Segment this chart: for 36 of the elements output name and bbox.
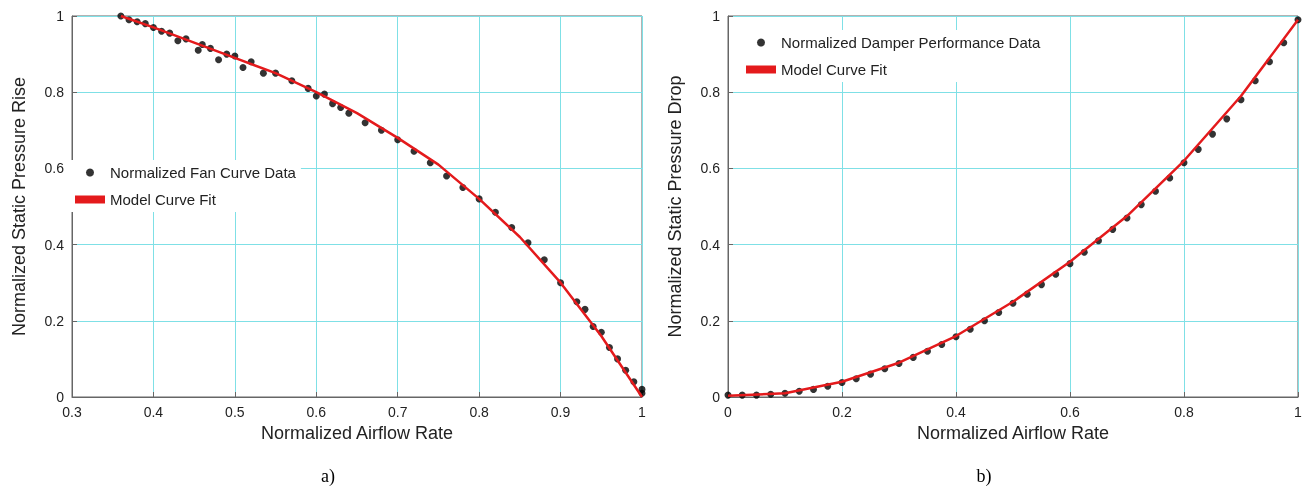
y-tick-label: 0 [712, 389, 721, 405]
x-tick-label: 0.8 [469, 404, 490, 420]
y-tick-label: 1 [56, 8, 65, 24]
x-tick-label: 0.9 [550, 404, 571, 420]
y-tick-label: 0.4 [44, 236, 65, 253]
y-tick-label: 0.6 [44, 160, 65, 177]
y-tick-label: 1 [712, 8, 721, 24]
x-tick-label: 0.6 [1060, 404, 1080, 420]
x-tick-label: 0.2 [832, 404, 852, 420]
y-tick-label: 0 [56, 389, 65, 405]
legend-label: Model Curve Fit [781, 61, 888, 78]
x-tick-label: 0.3 [62, 404, 82, 420]
legend-label: Normalized Damper Performance Data [781, 34, 1041, 51]
legend-label: Normalized Fan Curve Data [110, 164, 297, 181]
text: b) [976, 466, 992, 487]
y-tick-label: 0.8 [44, 84, 65, 101]
x-tick-label: 0.5 [225, 404, 245, 420]
x-tick-label: 1 [638, 404, 647, 420]
x-tick-label: 0.7 [387, 404, 408, 420]
y-axis-title: Normalized Static Pressure Drop [665, 75, 685, 338]
text: a) [321, 466, 335, 487]
x-tick-label: 0.8 [1174, 404, 1194, 420]
x-tick-label: 0.6 [306, 404, 327, 420]
x-axis-title: Normalized Airflow Rate [916, 422, 1110, 443]
x-tick-label: 0.4 [946, 404, 966, 420]
y-tick-label: 0.2 [44, 312, 65, 329]
y-axis-title: Normalized Static Pressure Rise [9, 76, 29, 337]
x-axis-title: Normalized Airflow Rate [260, 422, 454, 443]
y-tick-label: 0.2 [700, 312, 721, 329]
legend-label: Model Curve Fit [110, 191, 217, 208]
y-tick-label: 0.6 [700, 160, 721, 177]
y-tick-label: 0.4 [700, 236, 721, 253]
x-tick-label: 0 [724, 404, 733, 420]
y-tick-label: 0.8 [700, 84, 721, 101]
x-tick-label: 1 [1294, 404, 1303, 420]
x-tick-label: 0.4 [143, 404, 164, 420]
